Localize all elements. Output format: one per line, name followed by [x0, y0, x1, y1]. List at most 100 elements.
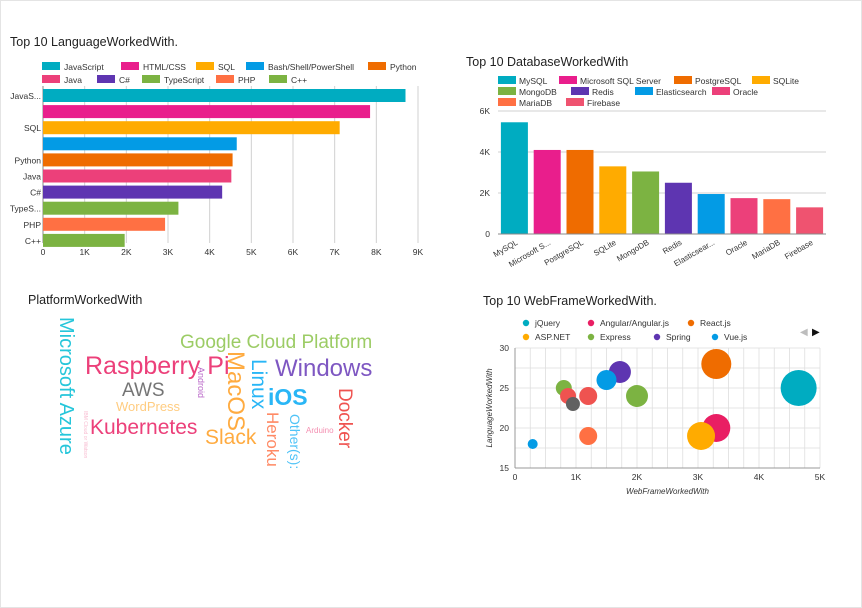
bar-7: [730, 198, 758, 234]
x-tick-label: 4K: [754, 472, 765, 482]
x-tick-label: 8K: [371, 247, 382, 257]
webframe-chart-title: Top 10 WebFrameWorkedWith.: [483, 294, 657, 308]
platform-word-cloud: Microsoft Azure Google Cloud Platform Ra…: [0, 0, 430, 600]
bar-4: [43, 153, 233, 167]
legend-swatch-7: [142, 75, 160, 83]
word-microsoft-azure: Microsoft Azure: [55, 317, 77, 455]
legend-label-4: Express: [600, 332, 631, 342]
x-tick-label: Redis: [661, 238, 683, 256]
x-tick-label: 3K: [693, 472, 704, 482]
legend-label-8: MariaDB: [519, 98, 552, 108]
platform-chart-title: PlatformWorkedWith: [28, 293, 143, 307]
bar-1: [43, 105, 371, 119]
y-tick-label: SQL: [24, 123, 41, 133]
word-ios: iOS: [268, 384, 308, 410]
x-tick-label: 1K: [571, 472, 582, 482]
scatter-prev-arrow[interactable]: ◀: [800, 327, 808, 338]
legend-dot-0: [522, 319, 530, 327]
word-macos: MacOS: [222, 351, 249, 432]
word-heroku: Heroku: [263, 412, 282, 467]
bar-6: [43, 185, 223, 199]
legend-swatch-2: [674, 76, 692, 84]
legend-swatch-5: [42, 75, 60, 83]
x-tick-label: 1K: [79, 247, 90, 257]
legend-label-3: SQLite: [773, 76, 799, 86]
legend-label-4: Python: [390, 62, 417, 72]
bar-3: [43, 137, 237, 151]
x-tick-label: 6K: [288, 247, 299, 257]
legend-swatch-9: [269, 75, 287, 83]
y-tick-label: 2K: [480, 188, 491, 198]
legend-swatch-8: [498, 98, 516, 106]
x-tick-label: 2K: [632, 472, 643, 482]
legend-swatch-6: [97, 75, 115, 83]
scatter-next-arrow[interactable]: ▶: [812, 327, 820, 338]
legend-swatch-3: [246, 62, 264, 70]
legend-swatch-7: [712, 87, 730, 95]
x-tick-label: MongoDB: [615, 238, 650, 264]
y-tick-label: C#: [30, 188, 41, 198]
legend-swatch-4: [368, 62, 386, 70]
bubble-9-0: [565, 397, 580, 411]
bar-5: [43, 169, 232, 183]
word-kubernetes: Kubernetes: [90, 416, 198, 439]
word-arduino: Arduino: [306, 426, 334, 435]
legend-label-1: HTML/CSS: [143, 62, 186, 72]
word-windows: Windows: [275, 355, 373, 382]
y-tick-label: TypeS...: [10, 204, 41, 214]
x-tick-label: 0: [41, 247, 46, 257]
x-tick-label: 5K: [246, 247, 257, 257]
legend-swatch-2: [196, 62, 214, 70]
y-tick-label: 30: [500, 343, 510, 353]
bar-2: [43, 121, 340, 135]
legend-label-5: Java: [64, 75, 82, 85]
legend-label-5: Spring: [666, 332, 691, 342]
word-others: Other(s):: [287, 414, 303, 470]
word-aws: AWS: [122, 380, 165, 401]
bar-0: [43, 89, 406, 102]
x-tick-label: 0: [513, 472, 518, 482]
bar-5: [664, 182, 692, 234]
x-tick-label: 4K: [204, 247, 215, 257]
legend-swatch-1: [121, 62, 139, 70]
bar-3: [599, 166, 627, 234]
y-tick-label: Java: [23, 172, 41, 182]
legend-label-9: C++: [291, 75, 307, 85]
x-tick-label: SQLite: [592, 238, 618, 258]
legend-label-2: PostgreSQL: [695, 76, 742, 86]
word-docker: Docker: [334, 388, 355, 449]
bar-1: [533, 149, 561, 234]
x-tick-label: 7K: [329, 247, 340, 257]
bubble-4-0: [626, 385, 648, 407]
legend-label-3: ASP.NET: [535, 332, 570, 342]
legend-label-0: jQuery: [534, 318, 561, 328]
y-tick-label: PHP: [24, 220, 42, 230]
legend-label-7: Oracle: [733, 87, 758, 97]
legend-label-1: Microsoft SQL Server: [580, 76, 661, 86]
legend-swatch-8: [216, 75, 234, 83]
x-tick-label: MariaDB: [750, 238, 781, 261]
bubble-6-0: [596, 370, 617, 390]
x-tick-label: 9K: [413, 247, 424, 257]
legend-swatch-1: [559, 76, 577, 84]
word-ibm-cloud: IBM Cloud or Watson: [82, 411, 88, 459]
legend-swatch-0: [42, 62, 60, 70]
legend-label-7: TypeScript: [164, 75, 205, 85]
bar-9: [43, 233, 125, 247]
legend-label-5: Redis: [592, 87, 614, 97]
bubble-0-0: [780, 370, 817, 406]
y-tick-label: 6K: [480, 106, 491, 116]
legend-swatch-9: [566, 98, 584, 106]
legend-label-6: Elasticsearch: [656, 87, 707, 97]
bubble-3-0: [687, 422, 716, 450]
bar-4: [632, 171, 660, 234]
language-bar-chart: JavaScript HTML/CSS SQL Bash/Shell/PowerShe…: [10, 62, 424, 257]
bubble-7-0: [579, 387, 598, 405]
x-tick-label: 2K: [121, 247, 132, 257]
x-tick-label: 3K: [163, 247, 174, 257]
bar-8: [763, 199, 791, 234]
legend-swatch-4: [498, 87, 516, 95]
legend-label-4: MongoDB: [519, 87, 557, 97]
legend-label-2: SQL: [218, 62, 235, 72]
bar-2: [566, 149, 594, 234]
